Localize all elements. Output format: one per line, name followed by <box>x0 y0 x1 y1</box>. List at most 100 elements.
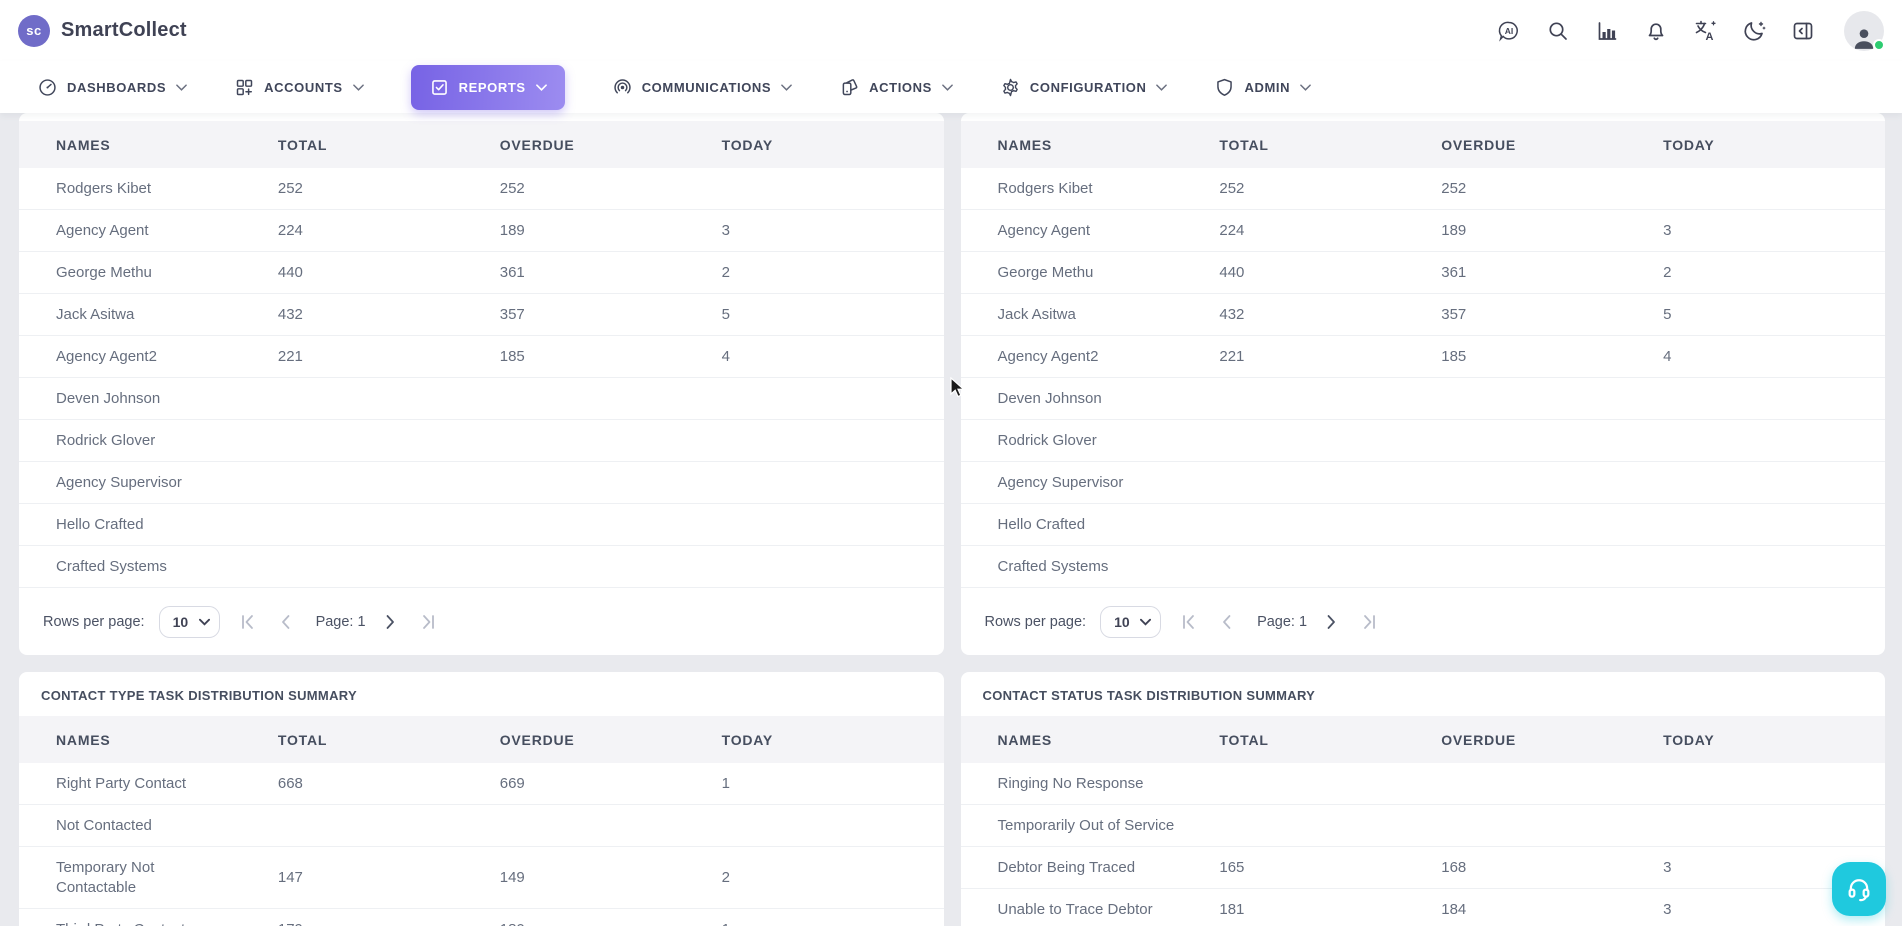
chevron-down-icon <box>352 83 364 91</box>
dark-mode-icon[interactable] <box>1742 19 1766 43</box>
notifications-icon[interactable] <box>1644 19 1668 43</box>
last-page-button[interactable] <box>1359 612 1379 632</box>
table-body: Rodgers Kibet 252 252 Agency Agent 224 1… <box>960 168 1885 588</box>
next-page-button[interactable] <box>380 612 400 632</box>
cell-today: 2 <box>1663 251 1885 294</box>
cell-today <box>721 377 944 420</box>
cell-today: 2 <box>721 846 944 909</box>
cell-overdue <box>1441 804 1664 847</box>
cell-name: Ringing No Response <box>960 763 1220 805</box>
cell-name: Deven Johnson <box>960 377 1220 420</box>
table-row[interactable]: Agency Agent2 221 185 4 <box>960 335 1885 378</box>
table-row[interactable]: Deven Johnson <box>19 377 944 420</box>
cell-total: 440 <box>277 251 500 294</box>
nav-communications[interactable]: COMMUNICATIONS <box>612 77 792 98</box>
nav-dashboards[interactable]: DASHBOARDS <box>37 77 187 98</box>
table-row[interactable]: Crafted Systems <box>960 545 1885 588</box>
cell-overdue <box>499 461 722 504</box>
cell-total <box>1219 804 1442 847</box>
cell-overdue: 149 <box>499 846 722 909</box>
table-row[interactable]: Rodrick Glover <box>19 419 944 462</box>
table-row[interactable]: Not Contacted <box>19 804 944 847</box>
cell-name: Rodrick Glover <box>19 419 278 462</box>
cell-today: 2 <box>721 251 944 294</box>
cell-overdue: 180 <box>499 908 722 926</box>
table-row[interactable]: Ringing No Response <box>960 763 1885 805</box>
nav-configuration[interactable]: CONFIGURATION <box>1000 77 1168 98</box>
cell-name: George Methu <box>19 251 278 294</box>
cell-today <box>1663 168 1885 210</box>
rows-per-page-select[interactable]: 10 <box>158 605 220 638</box>
table-row[interactable]: Deven Johnson <box>960 377 1885 420</box>
column-header-today: TODAY <box>1663 716 1885 763</box>
table-row[interactable]: Agency Agent2 221 185 4 <box>19 335 944 378</box>
app-logo[interactable]: sc <box>18 14 50 47</box>
translate-icon[interactable]: A <box>1693 19 1717 43</box>
cell-today <box>1663 419 1885 462</box>
table-row[interactable]: George Methu 440 361 2 <box>19 251 944 294</box>
cell-overdue <box>499 377 722 420</box>
table-row[interactable]: Third Party Contact 179 180 1 <box>19 908 944 926</box>
nav-actions[interactable]: ACTIONS <box>839 77 953 98</box>
table-row[interactable]: Rodgers Kibet 252 252 <box>19 168 944 210</box>
table-row[interactable]: Temporarily Out of Service <box>960 804 1885 847</box>
last-page-button[interactable] <box>418 612 438 632</box>
nav-reports[interactable]: REPORTS <box>410 64 565 110</box>
analytics-icon[interactable] <box>1595 19 1619 43</box>
collapse-panel-icon[interactable] <box>1791 19 1815 43</box>
cell-today <box>721 804 944 847</box>
table-row[interactable]: Agency Supervisor <box>19 461 944 504</box>
table-row[interactable]: Rodrick Glover <box>960 419 1885 462</box>
table-row[interactable]: Jack Asitwa 432 357 5 <box>960 293 1885 336</box>
gauge-icon <box>39 78 56 96</box>
table-row[interactable]: Agency Supervisor <box>960 461 1885 504</box>
cell-name: Hello Crafted <box>960 503 1220 546</box>
table-row[interactable]: Hello Crafted <box>960 503 1885 546</box>
cell-name: Crafted Systems <box>19 545 278 588</box>
agent-tasks-table: NAMES TOTAL OVERDUE TODAY Rodgers Kibet … <box>960 121 1885 588</box>
column-header-today: TODAY <box>721 716 944 763</box>
table-row[interactable]: Temporary Not Contactable 147 149 2 <box>19 846 944 909</box>
table-row[interactable]: Debtor Being Traced 165 168 3 <box>960 846 1885 889</box>
cell-total <box>277 419 500 462</box>
cell-total: 432 <box>1219 293 1442 336</box>
ai-assistant-icon[interactable]: AI <box>1497 19 1521 43</box>
table-body: Right Party Contact 668 669 1 Not Contac… <box>19 763 944 926</box>
cell-total <box>277 804 500 847</box>
table-row[interactable]: George Methu 440 361 2 <box>960 251 1885 294</box>
column-header-total: TOTAL <box>1219 716 1442 763</box>
table-row[interactable]: Agency Agent 224 189 3 <box>19 209 944 252</box>
cell-today <box>721 503 944 546</box>
previous-page-button[interactable] <box>276 612 296 632</box>
rows-per-page-select[interactable]: 10 <box>1100 605 1162 638</box>
nav-accounts[interactable]: ACCOUNTS <box>234 77 364 98</box>
column-header-names: NAMES <box>960 716 1220 763</box>
table-row[interactable]: Rodgers Kibet 252 252 <box>960 168 1885 210</box>
user-avatar[interactable] <box>1844 10 1885 51</box>
table-row[interactable]: Jack Asitwa 432 357 5 <box>19 293 944 336</box>
cell-name: Crafted Systems <box>960 545 1220 588</box>
cell-today <box>1663 804 1885 847</box>
support-chat-button[interactable] <box>1832 862 1886 916</box>
page-indicator: Page: 1 <box>1257 613 1308 630</box>
search-icon[interactable] <box>1546 19 1570 43</box>
table-row[interactable]: Right Party Contact 668 669 1 <box>19 763 944 805</box>
cell-today <box>1663 461 1885 504</box>
page-indicator: Page: 1 <box>315 613 366 630</box>
nav-admin[interactable]: ADMIN <box>1214 77 1311 98</box>
cell-overdue <box>1441 461 1664 504</box>
first-page-button[interactable] <box>1179 612 1199 632</box>
cell-name: Rodrick Glover <box>960 419 1220 462</box>
table-row[interactable]: Hello Crafted <box>19 503 944 546</box>
first-page-button[interactable] <box>238 612 258 632</box>
panel-title: CONTACT STATUS TASK DISTRIBUTION SUMMARY <box>982 688 1316 703</box>
panel-agent-tasks-left: NAMES TOTAL OVERDUE TODAY Rodgers Kibet … <box>19 113 944 655</box>
table-row[interactable]: Unable to Trace Debtor 181 184 3 <box>960 888 1885 926</box>
table-row[interactable]: Crafted Systems <box>19 545 944 588</box>
next-page-button[interactable] <box>1321 612 1341 632</box>
table-row[interactable]: Agency Agent 224 189 3 <box>960 209 1885 252</box>
table-header-row: NAMES TOTAL OVERDUE TODAY <box>960 121 1885 168</box>
cell-today: 1 <box>721 908 944 926</box>
previous-page-button[interactable] <box>1217 612 1237 632</box>
online-status-dot <box>1873 38 1885 51</box>
